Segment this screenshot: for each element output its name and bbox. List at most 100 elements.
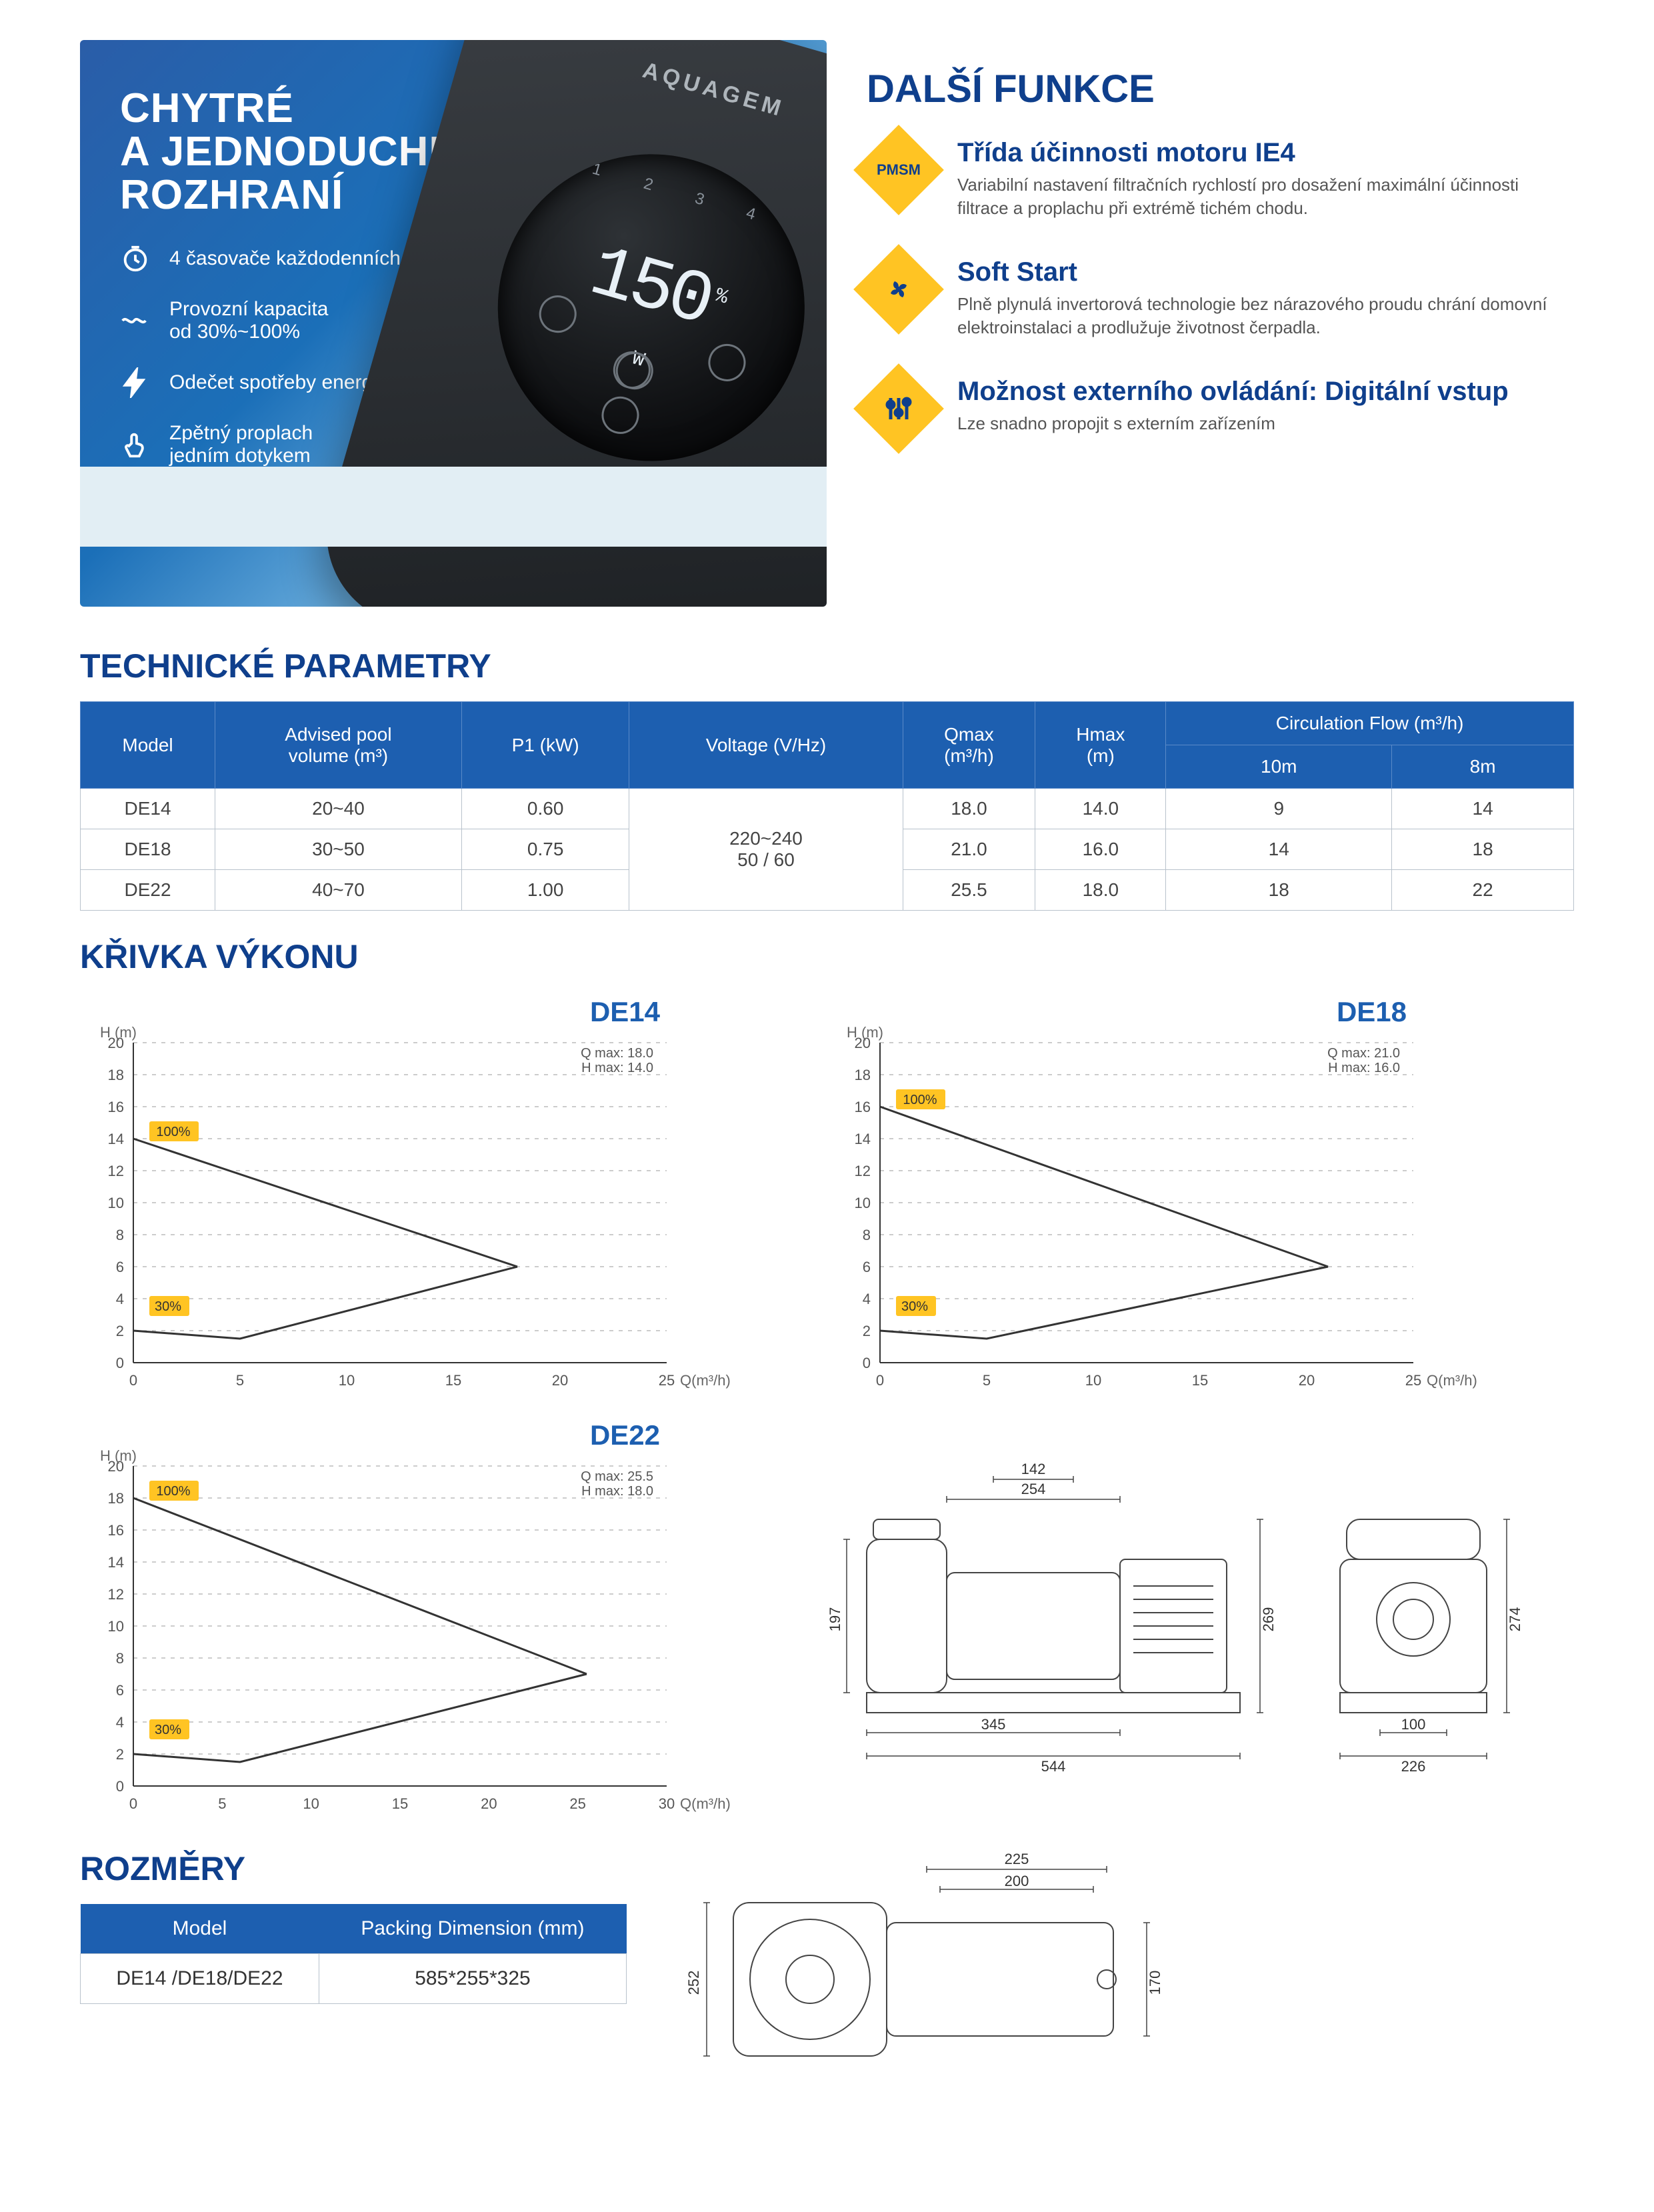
svg-text:0: 0 xyxy=(116,1355,124,1371)
right-feature: PMSM Třída účinnosti motoru IE4 Variabil… xyxy=(867,138,1574,220)
pump-side-front-drawing: 254 142 197 345 544 269 xyxy=(827,1419,1520,1793)
svg-text:10: 10 xyxy=(855,1195,871,1211)
top-view-drawing: 225 200 252 170 xyxy=(680,1823,1333,2106)
pack-th-model: Model xyxy=(81,1904,319,1954)
svg-text:6: 6 xyxy=(116,1682,124,1699)
svg-text:6: 6 xyxy=(116,1259,124,1275)
svg-text:25: 25 xyxy=(569,1795,585,1812)
hero-title-line: CHYTRÉ xyxy=(120,85,294,131)
table-cell: 1.00 xyxy=(461,870,629,911)
chart-de14: DE14 024681012141618200510152025H (m)Q(m… xyxy=(80,996,773,1399)
th-model: Model xyxy=(81,702,215,789)
readout-value: 150 xyxy=(581,231,719,345)
th-hmax: Hmax (m) xyxy=(1035,702,1166,789)
chart-de22: DE22 02468101214161820051015202530H (m)Q… xyxy=(80,1419,773,1823)
svg-text:30%: 30% xyxy=(155,1723,181,1737)
chart-de18: DE18 024681012141618200510152025H (m)Q(m… xyxy=(827,996,1520,1399)
pump-top-drawing: 225 200 252 170 xyxy=(680,1823,1333,2103)
svg-text:16: 16 xyxy=(855,1099,871,1115)
th-circ-10m: 10m xyxy=(1166,745,1392,789)
dim-label: 100 xyxy=(1401,1716,1426,1733)
th-circ-8m: 8m xyxy=(1392,745,1574,789)
svg-text:16: 16 xyxy=(108,1522,124,1539)
right-feature-body: Lze snadno propojit s externím zařízením xyxy=(957,412,1509,435)
svg-text:100%: 100% xyxy=(156,1125,190,1139)
svg-text:30: 30 xyxy=(659,1795,675,1812)
svg-text:12: 12 xyxy=(855,1163,871,1179)
spec-table: Model Advised pool volume (m³) P1 (kW) V… xyxy=(80,701,1574,911)
svg-text:10: 10 xyxy=(108,1618,124,1635)
svg-text:100%: 100% xyxy=(903,1093,937,1107)
svg-text:15: 15 xyxy=(392,1795,408,1812)
right-feature: Možnost externího ovládání: Digitální vs… xyxy=(867,377,1574,441)
performance-chart: 024681012141618200510152025H (m)Q(m³/h)Q… xyxy=(80,1023,773,1396)
svg-text:0: 0 xyxy=(129,1372,137,1389)
right-title: DALŠÍ FUNKCE xyxy=(867,67,1574,111)
right-feature-body: Variabilní nastavení filtračních rychlos… xyxy=(957,173,1574,220)
feature-text: Zpětný proplach jedním dotykem xyxy=(169,422,313,467)
svg-text:10: 10 xyxy=(1085,1372,1101,1389)
svg-text:30%: 30% xyxy=(155,1299,181,1314)
svg-text:Q max: 25.5: Q max: 25.5 xyxy=(581,1469,653,1484)
dim-label: 345 xyxy=(981,1716,1006,1733)
svg-text:100%: 100% xyxy=(156,1484,190,1499)
svg-text:5: 5 xyxy=(236,1372,244,1389)
dimension-drawings-top: 254 142 197 345 544 269 xyxy=(827,1419,1574,1823)
svg-text:2: 2 xyxy=(863,1323,871,1339)
timer-icon xyxy=(120,243,151,274)
svg-text:H max: 18.0: H max: 18.0 xyxy=(581,1484,653,1499)
hero-title-line: ROZHRANÍ xyxy=(120,172,343,218)
table-cell: 14 xyxy=(1166,829,1392,870)
curves-section-title: KŘIVKA VÝKONU xyxy=(80,937,1574,976)
svg-text:14: 14 xyxy=(855,1131,871,1147)
right-feature-heading: Soft Start xyxy=(957,257,1574,287)
touch-icon xyxy=(120,429,151,460)
svg-text:H max: 14.0: H max: 14.0 xyxy=(581,1061,653,1075)
th-qmax: Qmax (m³/h) xyxy=(903,702,1035,789)
svg-text:2: 2 xyxy=(116,1323,124,1339)
th-circ: Circulation Flow (m³/h) xyxy=(1166,702,1574,745)
performance-chart: 02468101214161820051015202530H (m)Q(m³/h… xyxy=(80,1446,773,1819)
table-cell: 40~70 xyxy=(215,870,462,911)
table-row: DE1420~400.60220~240 50 / 6018.014.0914 xyxy=(81,789,1574,829)
table-cell: 14 xyxy=(1392,789,1574,829)
svg-text:30%: 30% xyxy=(901,1299,928,1314)
table-cell-voltage: 220~240 50 / 60 xyxy=(629,789,903,911)
svg-text:20: 20 xyxy=(481,1795,497,1812)
svg-text:8: 8 xyxy=(116,1650,124,1667)
svg-text:12: 12 xyxy=(108,1586,124,1603)
table-cell: 18.0 xyxy=(903,789,1035,829)
dim-label: 225 xyxy=(1005,1851,1029,1867)
dim-label: 226 xyxy=(1401,1758,1426,1775)
svg-text:8: 8 xyxy=(863,1227,871,1243)
table-cell: DE22 xyxy=(81,870,215,911)
right-feature-heading: Možnost externího ovládání: Digitální vs… xyxy=(957,377,1509,407)
table-cell: 30~50 xyxy=(215,829,462,870)
spec-section-title: TECHNICKÉ PARAMETRY xyxy=(80,647,1574,685)
controller-logo: AQUAGEM xyxy=(505,40,827,161)
svg-text:20: 20 xyxy=(552,1372,568,1389)
table-cell: 20~40 xyxy=(215,789,462,829)
feature-text: Odečet spotřeby energie xyxy=(169,371,389,394)
feature-text: Provozní kapacita od 30%~100% xyxy=(169,298,328,343)
svg-text:5: 5 xyxy=(218,1795,226,1812)
svg-text:5: 5 xyxy=(983,1372,991,1389)
svg-text:Q(m³/h): Q(m³/h) xyxy=(1427,1372,1477,1389)
right-feature-heading: Třída účinnosti motoru IE4 xyxy=(957,138,1574,168)
table-cell: 0.60 xyxy=(461,789,629,829)
table-cell: 21.0 xyxy=(903,829,1035,870)
packing-table: Model Packing Dimension (mm) DE14 /DE18/… xyxy=(80,1904,627,2004)
svg-text:Q max: 21.0: Q max: 21.0 xyxy=(1327,1046,1400,1061)
svg-text:18: 18 xyxy=(855,1067,871,1083)
table-cell: DE18 xyxy=(81,829,215,870)
svg-text:15: 15 xyxy=(445,1372,461,1389)
dim-label: 142 xyxy=(1021,1461,1046,1477)
pack-th-dim: Packing Dimension (mm) xyxy=(319,1904,626,1954)
bolt-icon xyxy=(120,367,151,398)
svg-text:16: 16 xyxy=(108,1099,124,1115)
svg-text:10: 10 xyxy=(303,1795,319,1812)
svg-text:10: 10 xyxy=(339,1372,355,1389)
svg-text:4: 4 xyxy=(116,1714,124,1731)
svg-text:H (m): H (m) xyxy=(100,1447,137,1464)
dim-label: 170 xyxy=(1147,1971,1163,1995)
